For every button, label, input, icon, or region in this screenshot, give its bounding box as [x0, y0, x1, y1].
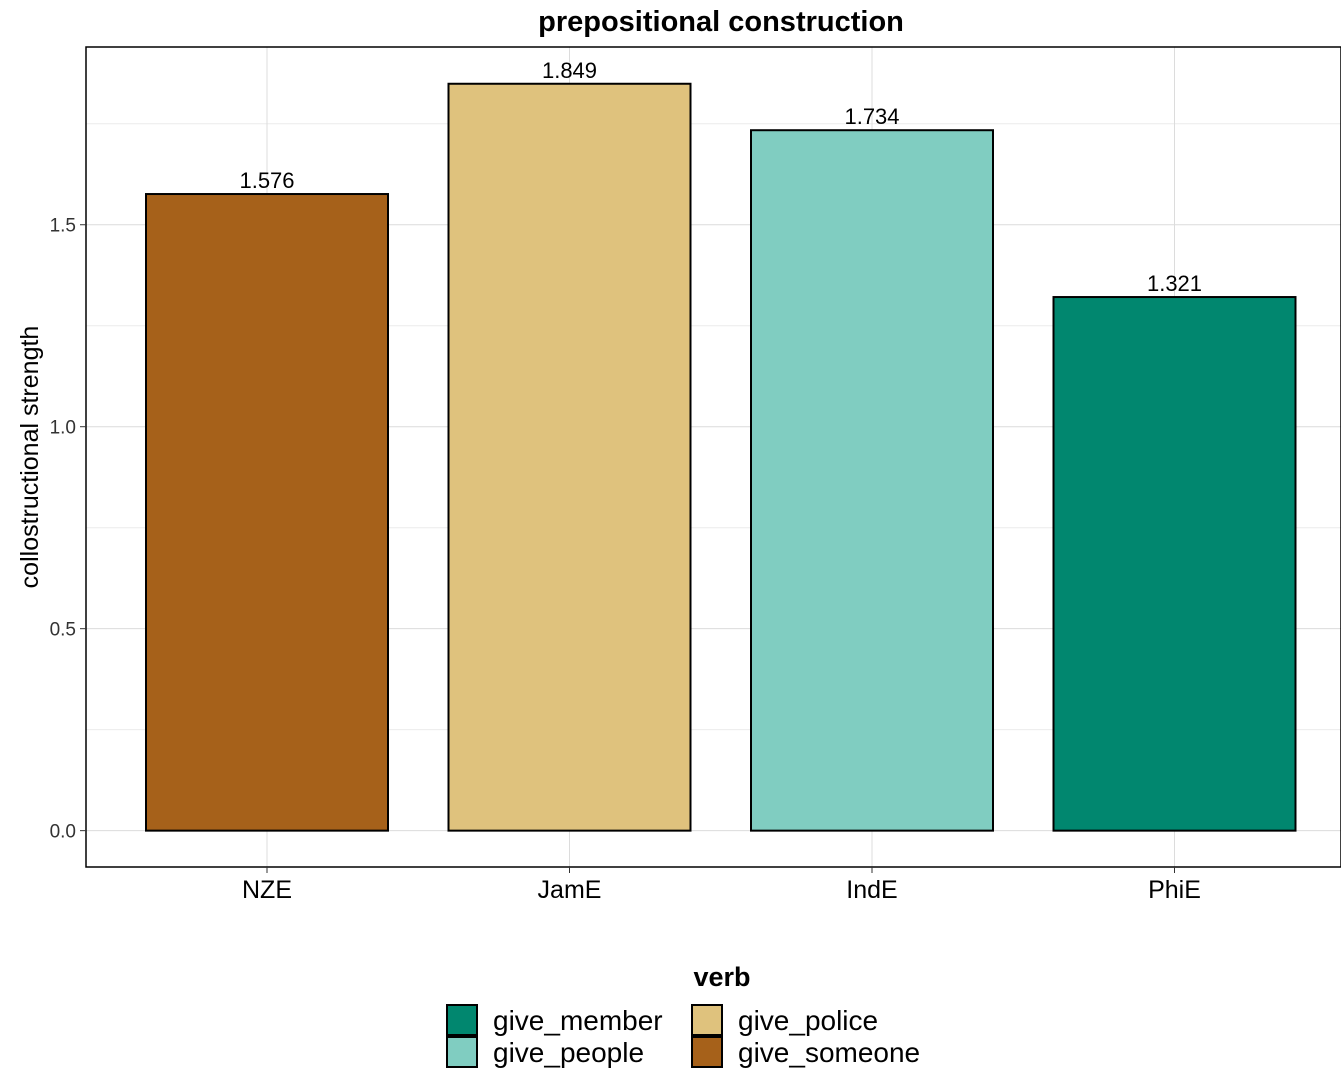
- legend-label: give_someone: [738, 1037, 920, 1068]
- legend-key-give-someone: [691, 1036, 723, 1068]
- legend-title: verb: [693, 962, 750, 992]
- bar-inde: [750, 129, 994, 832]
- plot-panel-border: [85, 46, 1341, 868]
- legend-key-give-police: [691, 1004, 723, 1036]
- y-tick-label: 1.0: [50, 418, 76, 439]
- y-axis-ticks: 0.0 0.5 1.0 1.5: [50, 216, 86, 843]
- y-axis-label: collostructional strength: [16, 326, 44, 589]
- bar-value-label: 1.321: [1147, 271, 1202, 296]
- x-tick-label: IndE: [846, 876, 897, 904]
- x-tick-label: PhiE: [1148, 876, 1201, 904]
- bar-value-label: 1.576: [239, 168, 294, 193]
- x-axis-ticks: NZE JamE IndE PhiE: [242, 867, 1201, 904]
- chart-title: prepositional construction: [538, 6, 904, 38]
- bar-nze: [145, 193, 389, 832]
- legend-label: give_police: [738, 1005, 878, 1036]
- y-tick-label: 1.5: [50, 216, 76, 237]
- y-tick-label: 0.5: [50, 620, 76, 641]
- bar-phie: [1052, 296, 1297, 832]
- legend-label: give_member: [493, 1005, 663, 1036]
- x-tick-label: JamE: [538, 876, 602, 904]
- legend-key-give-people: [446, 1036, 478, 1068]
- bars: 1.576 1.849 1.734 1.321: [145, 58, 1297, 832]
- legend-label: give_people: [493, 1037, 644, 1068]
- y-tick-label: 0.0: [50, 822, 76, 843]
- bar-value-label: 1.734: [844, 104, 899, 129]
- legend-key-give-member: [446, 1004, 478, 1036]
- x-tick-label: NZE: [242, 876, 292, 904]
- bar-value-label: 1.849: [542, 58, 597, 83]
- bar-jame: [447, 82, 692, 832]
